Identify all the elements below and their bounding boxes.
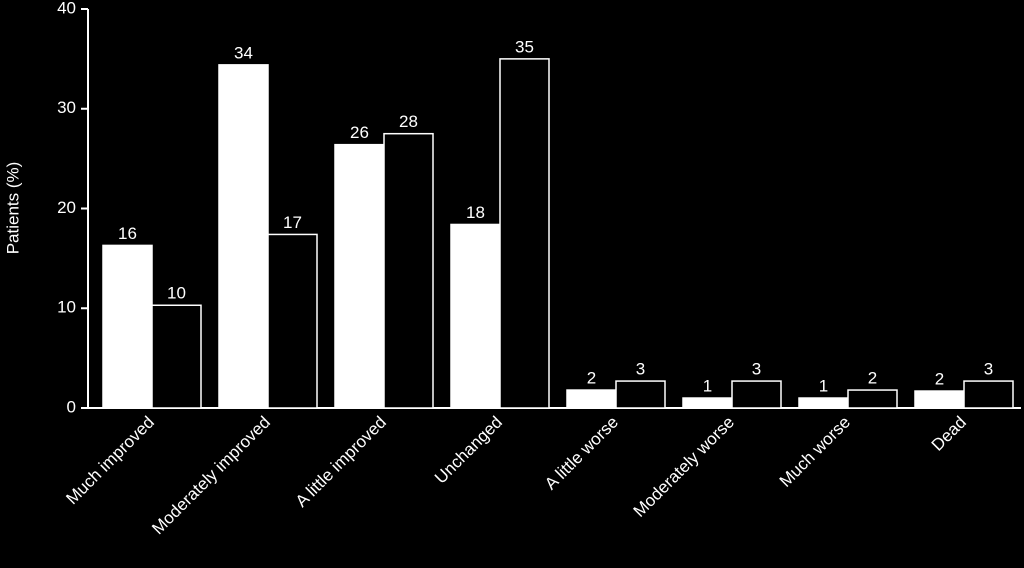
bar (682, 397, 733, 409)
y-tick-label: 0 (67, 397, 76, 416)
y-tick-label: 30 (57, 98, 76, 117)
x-tick-label: Moderately worse (630, 413, 738, 521)
bar (450, 223, 501, 409)
bar (334, 143, 385, 409)
bar (963, 380, 1014, 409)
value-label: 3 (752, 360, 761, 379)
value-label: 17 (283, 213, 302, 232)
bar (615, 380, 666, 409)
value-label: 34 (234, 43, 253, 62)
bar (383, 132, 434, 409)
bar (151, 304, 202, 409)
y-tick-label: 10 (57, 298, 76, 317)
value-label: 2 (935, 370, 944, 389)
x-tick-label: A little improved (292, 413, 390, 511)
value-label: 1 (703, 377, 712, 396)
value-label: 28 (399, 112, 418, 131)
bar (914, 390, 965, 409)
bar (267, 233, 318, 409)
bar (847, 389, 898, 409)
value-label: 26 (350, 123, 369, 142)
bar (499, 58, 550, 409)
x-tick-label: Much worse (776, 413, 854, 491)
y-tick-label: 20 (57, 198, 76, 217)
bar (566, 389, 617, 409)
x-tick-label: Unchanged (431, 413, 506, 488)
value-label: 16 (118, 224, 137, 243)
x-tick-label: Dead (928, 413, 970, 455)
y-tick-label: 40 (57, 0, 76, 17)
bar (218, 64, 269, 409)
value-label: 2 (868, 369, 877, 388)
y-axis-label: Patients (%) (3, 162, 22, 255)
value-label: 35 (515, 37, 534, 56)
x-tick-label: A little worse (541, 413, 622, 494)
bar (102, 244, 153, 409)
x-tick-label: Moderately improved (148, 413, 274, 539)
bar (798, 397, 849, 409)
value-label: 10 (167, 284, 186, 303)
bar (731, 380, 782, 409)
value-label: 2 (587, 369, 596, 388)
value-label: 3 (984, 360, 993, 379)
x-tick-label: Much improved (62, 413, 158, 509)
value-label: 18 (466, 203, 485, 222)
value-label: 1 (819, 377, 828, 396)
value-label: 3 (636, 360, 645, 379)
